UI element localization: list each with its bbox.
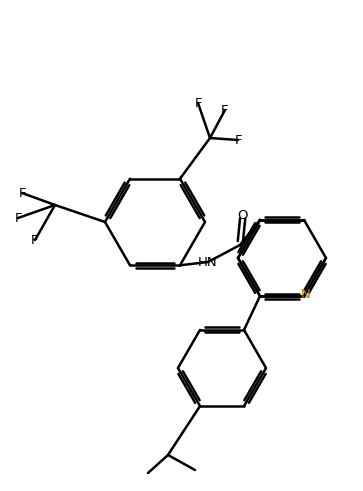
Text: F: F	[31, 234, 39, 246]
Text: F: F	[14, 212, 22, 224]
Text: F: F	[194, 97, 202, 109]
Text: N: N	[301, 288, 311, 300]
Text: F: F	[221, 104, 229, 116]
Text: F: F	[18, 187, 26, 199]
Text: O: O	[238, 209, 248, 221]
Text: F: F	[234, 134, 242, 146]
Text: HN: HN	[198, 255, 218, 269]
